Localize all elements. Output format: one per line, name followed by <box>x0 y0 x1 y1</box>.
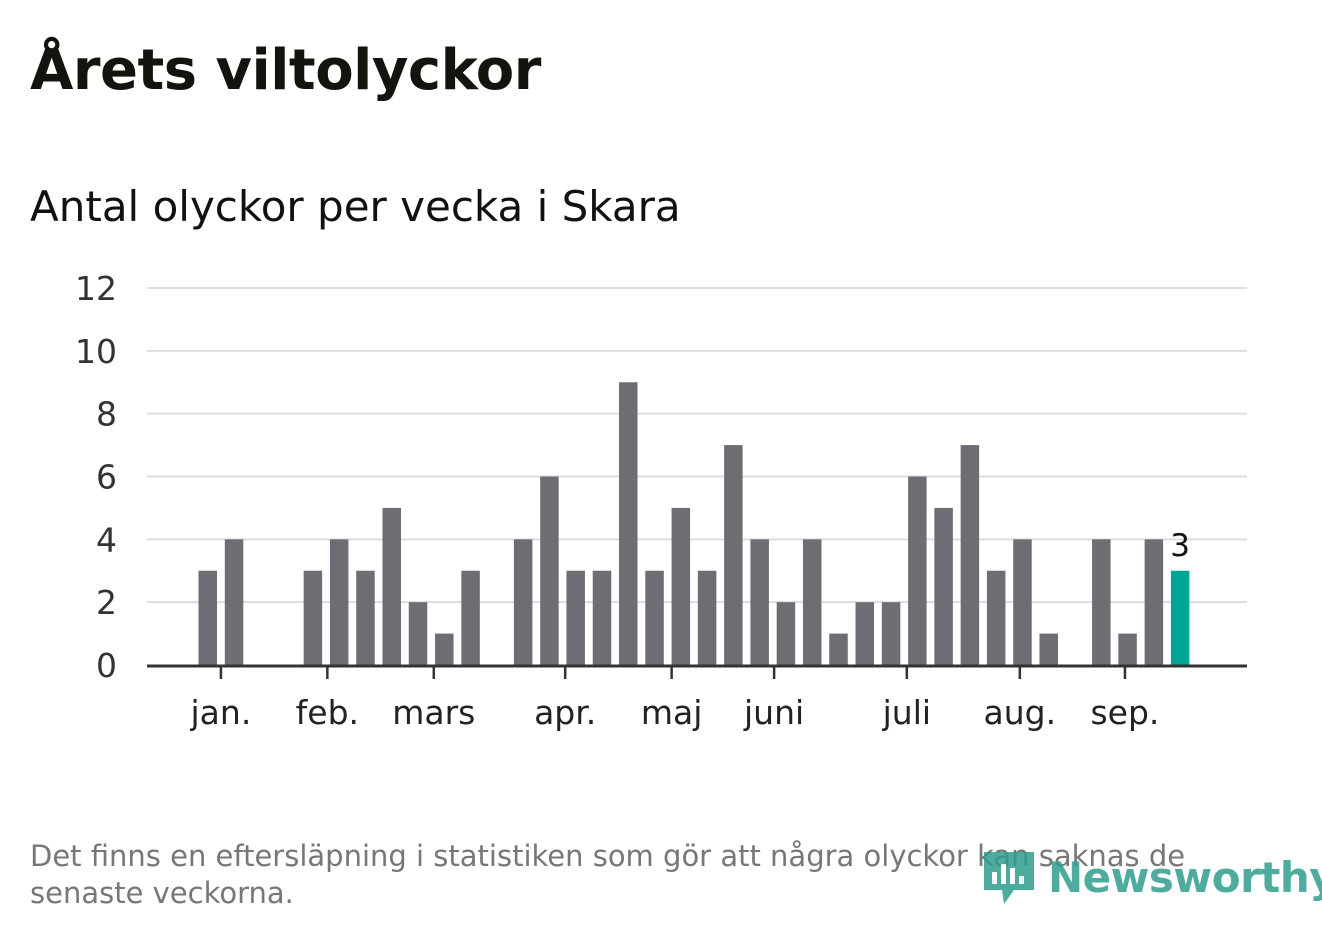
bar <box>619 382 638 665</box>
bar <box>645 570 664 665</box>
x-tick-label: maj <box>641 693 703 732</box>
newsworthy-logo-icon <box>984 852 1034 904</box>
bar <box>408 602 428 665</box>
bar <box>224 539 244 665</box>
newsworthy-logo-text: Newsworthy <box>1048 852 1322 902</box>
bar <box>198 570 218 665</box>
bar <box>908 476 927 665</box>
y-tick-label: 10 <box>75 332 117 371</box>
x-tick-label: sep. <box>1090 693 1159 732</box>
bar <box>513 539 533 665</box>
bar <box>592 570 612 665</box>
bar <box>960 445 980 665</box>
bar <box>329 539 349 665</box>
x-tick-label: jan. <box>190 693 252 732</box>
y-tick-label: 8 <box>96 395 117 434</box>
bar <box>1092 539 1111 665</box>
bar <box>697 570 717 665</box>
bar <box>1013 539 1032 665</box>
x-tick-label: juni <box>743 693 804 732</box>
bar <box>1144 539 1164 665</box>
bar-chart: 0 2 4 6 8 10 12 3 jan. feb. mars apr. maj juni juli aug… <box>75 269 1247 732</box>
bar <box>724 445 743 665</box>
bar <box>435 633 454 665</box>
y-tick-label: 0 <box>96 646 117 685</box>
chart-title: Årets viltolyckor <box>30 38 541 103</box>
bar <box>1118 633 1137 665</box>
x-tick-label: apr. <box>534 693 596 732</box>
bar-value-label: 3 <box>1170 528 1190 564</box>
x-tick-label: feb. <box>296 693 359 732</box>
bar <box>829 633 848 665</box>
bar <box>566 570 585 665</box>
bar <box>356 570 375 665</box>
x-tick-label: juli <box>882 693 931 732</box>
y-tick-label: 12 <box>75 269 117 308</box>
bar <box>750 539 769 665</box>
bar <box>855 602 875 665</box>
bar <box>776 602 796 665</box>
bar <box>382 507 401 665</box>
bar <box>303 570 323 665</box>
bar <box>986 570 1006 665</box>
x-tick-label: aug. <box>984 693 1057 732</box>
bar-highlight <box>1170 570 1190 665</box>
bar <box>461 570 480 665</box>
chart-subtitle: Antal olyckor per vecka i Skara <box>30 182 681 231</box>
bar <box>802 539 822 665</box>
y-tick-label: 6 <box>96 458 117 497</box>
y-tick-label: 2 <box>96 583 117 622</box>
bar <box>881 602 901 665</box>
y-tick-label: 4 <box>96 520 117 559</box>
bar <box>934 507 953 665</box>
bar <box>540 476 559 665</box>
newsworthy-logo[interactable]: Newsworthy <box>980 846 1322 908</box>
bar <box>1039 633 1058 665</box>
x-tick-label: mars <box>392 693 475 732</box>
bar <box>671 507 691 665</box>
